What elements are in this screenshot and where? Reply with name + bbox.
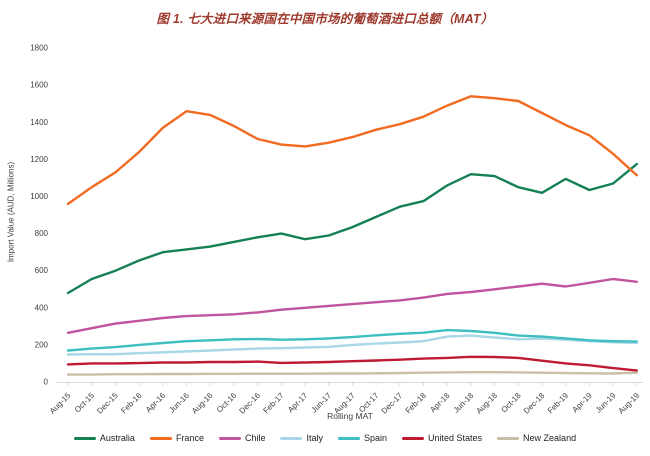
y-tick-label: 1600 — [30, 81, 48, 90]
series-line-france — [66, 95, 638, 206]
legend-swatch-spain — [337, 436, 360, 440]
y-tick-label: 600 — [35, 266, 49, 275]
legend-swatch-australia — [73, 436, 96, 440]
legend-item-italy: Italy — [280, 433, 323, 443]
legend-item-france: France — [149, 433, 204, 443]
y-tick-label: 1400 — [30, 118, 48, 127]
legend-item-united-states: United States — [402, 433, 482, 443]
y-tick-label: 200 — [35, 340, 49, 349]
x-axis-title: Rolling MAT — [327, 411, 373, 421]
y-tick-label: 1000 — [30, 192, 48, 201]
legend-swatch-new-zealand — [497, 436, 520, 440]
legend-item-chile: Chile — [218, 433, 266, 443]
y-tick-label: 1200 — [30, 155, 48, 164]
chart-title: 图 1. 七大进口来源国在中国市场的葡萄酒进口总额（MAT） — [156, 12, 494, 26]
legend-label: New Zealand — [523, 433, 577, 443]
y-tick-label: 800 — [35, 229, 49, 238]
legend-swatch-italy — [280, 436, 303, 440]
series-line-united-states — [66, 355, 638, 372]
series-line-italy — [66, 334, 638, 356]
chart-legend: Australia France Chile Italy Spain United Sta… — [0, 433, 650, 443]
series-line-spain — [66, 328, 638, 352]
legend-swatch-france — [149, 436, 172, 440]
series-line-new-zealand — [66, 371, 638, 376]
legend-label: Chile — [244, 433, 266, 443]
y-tick-label: 1800 — [30, 44, 48, 53]
legend-item-spain: Spain — [337, 433, 388, 443]
y-tick-label: 400 — [35, 303, 49, 312]
legend-label: Australia — [99, 433, 135, 443]
legend-item-new-zealand: New Zealand — [497, 433, 576, 443]
series-line-australia — [66, 162, 638, 295]
series-line-chile — [66, 277, 638, 334]
y-tick-label: 0 — [44, 378, 49, 387]
legend-label: Spain — [363, 433, 388, 443]
legend-label: Italy — [306, 433, 323, 443]
legend-label: United States — [428, 433, 483, 443]
legend-swatch-united-states — [402, 436, 425, 440]
legend-label: France — [175, 433, 204, 443]
legend-swatch-chile — [218, 436, 241, 440]
legend-item-australia: Australia — [73, 433, 135, 443]
